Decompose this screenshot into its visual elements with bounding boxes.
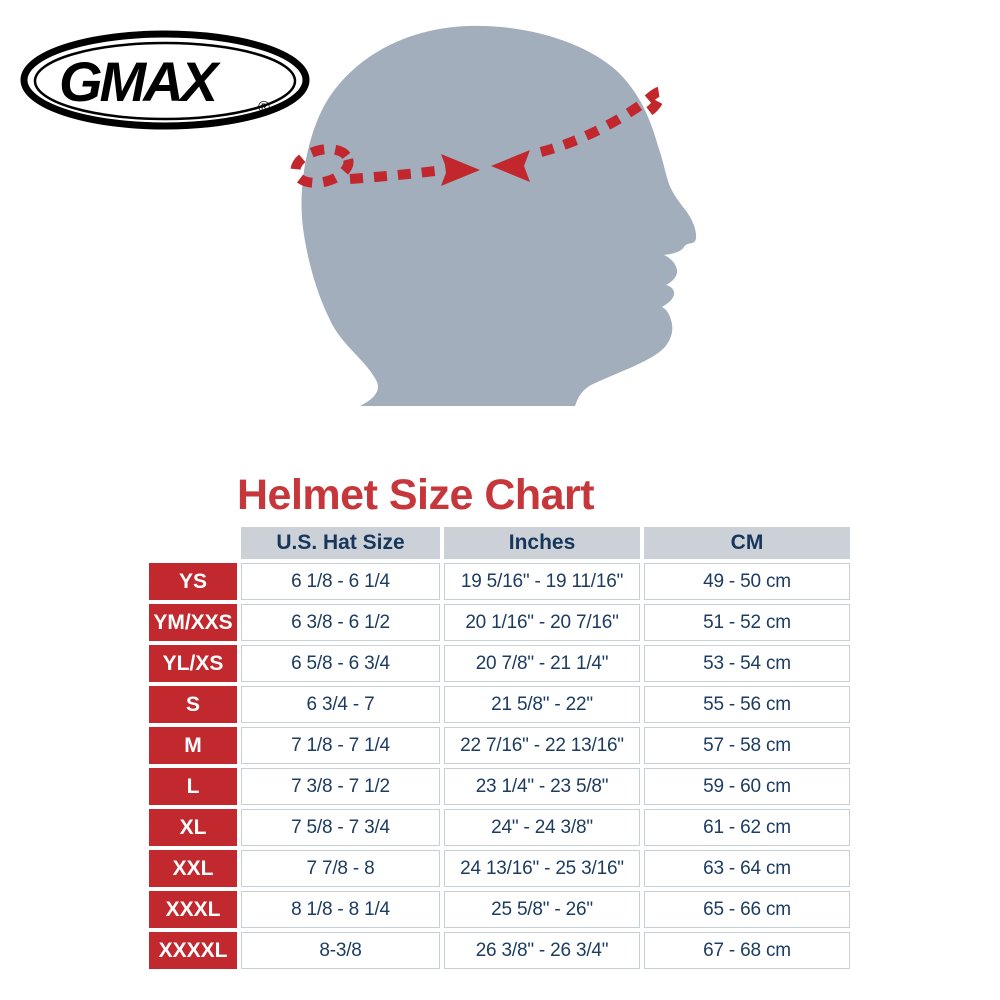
- measure-arrow-left-icon: [491, 150, 530, 182]
- cm-value: 67 - 68 cm: [644, 932, 850, 969]
- inches-value: 22 7/16" - 22 13/16": [444, 727, 640, 764]
- cm-value: 65 - 66 cm: [644, 891, 850, 928]
- row-label: YS: [149, 563, 237, 600]
- row-label: XL: [149, 809, 237, 846]
- cm-value: 51 - 52 cm: [644, 604, 850, 641]
- logo-registered-mark: ®: [258, 99, 270, 116]
- inches-value: 20 7/8" - 21 1/4": [444, 645, 640, 682]
- hat-size-value: 6 1/8 - 6 1/4: [241, 563, 440, 600]
- hat-size-value: 7 1/8 - 7 1/4: [241, 727, 440, 764]
- column-header-cm: CM: [644, 527, 850, 559]
- measuring-tape-dashes-back: [539, 87, 666, 157]
- inches-value: 25 5/8" - 26": [444, 891, 640, 928]
- hat-size-value: 7 3/8 - 7 1/2: [241, 768, 440, 805]
- hat-size-value: 7 5/8 - 7 3/4: [241, 809, 440, 846]
- row-label: S: [149, 686, 237, 723]
- hat-size-value: 8-3/8: [241, 932, 440, 969]
- head-measurement-illustration: [290, 25, 697, 406]
- inches-value: 24" - 24 3/8": [444, 809, 640, 846]
- head-silhouette: [301, 25, 697, 406]
- inches-value: 21 5/8" - 22": [444, 686, 640, 723]
- logo-outer-ring: [20, 30, 310, 130]
- column-header-hat-size: U.S. Hat Size: [241, 527, 440, 559]
- logo-text: GMAX: [59, 50, 222, 113]
- measure-arrow-right-icon: [441, 154, 480, 186]
- cm-value: 53 - 54 cm: [644, 645, 850, 682]
- cm-value: 59 - 60 cm: [644, 768, 850, 805]
- column-header-inches: Inches: [444, 527, 640, 559]
- row-label: YM/XXS: [149, 604, 237, 641]
- inches-value: 19 5/16" - 19 11/16": [444, 563, 640, 600]
- logo-inner-ring: [33, 41, 297, 121]
- cm-value: 63 - 64 cm: [644, 850, 850, 887]
- inches-value: 23 1/4" - 23 5/8": [444, 768, 640, 805]
- inches-value: 24 13/16" - 25 3/16": [444, 850, 640, 887]
- inches-value: 26 3/8" - 26 3/4": [444, 932, 640, 969]
- row-label: XXL: [149, 850, 237, 887]
- row-label: M: [149, 727, 237, 764]
- page-title: Helmet Size Chart: [237, 471, 595, 519]
- table-corner-spacer: [149, 527, 237, 559]
- cm-value: 49 - 50 cm: [644, 563, 850, 600]
- hat-size-value: 6 3/4 - 7: [241, 686, 440, 723]
- hat-size-value: 7 7/8 - 8: [241, 850, 440, 887]
- cm-value: 55 - 56 cm: [644, 686, 850, 723]
- row-label: YL/XS: [149, 645, 237, 682]
- size-table: U.S. Hat Size Inches CM YS 6 1/8 - 6 1/4…: [149, 527, 850, 969]
- row-label: L: [149, 768, 237, 805]
- hat-size-value: 6 5/8 - 6 3/4: [241, 645, 440, 682]
- inches-value: 20 1/16" - 20 7/16": [444, 604, 640, 641]
- cm-value: 61 - 62 cm: [644, 809, 850, 846]
- measuring-tape-loop: [290, 144, 354, 188]
- gmax-logo: GMAX ®: [20, 30, 310, 130]
- row-label: XXXXL: [149, 932, 237, 969]
- row-label: XXXL: [149, 891, 237, 928]
- hat-size-value: 6 3/8 - 6 1/2: [241, 604, 440, 641]
- cm-value: 57 - 58 cm: [644, 727, 850, 764]
- hat-size-value: 8 1/8 - 8 1/4: [241, 891, 440, 928]
